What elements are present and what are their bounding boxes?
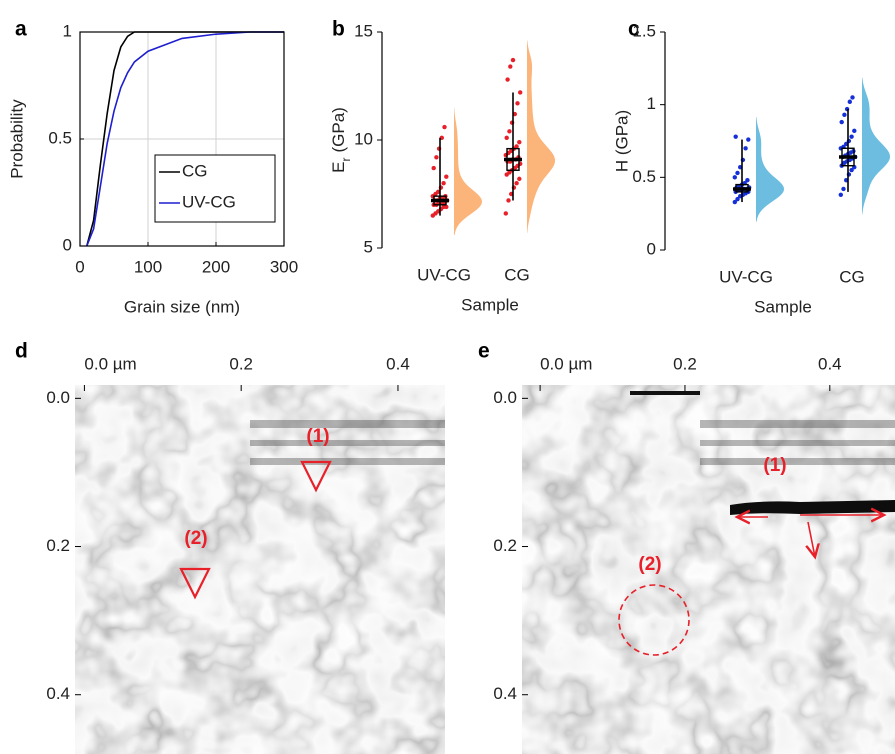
data-point: [514, 181, 519, 186]
y-axis-label-part: (GPa): [329, 107, 348, 152]
data-point: [514, 144, 519, 149]
data-point: [503, 211, 508, 216]
data-point: [838, 192, 843, 197]
panel-label: e: [478, 340, 490, 363]
data-point: [850, 95, 855, 100]
panel-label: a: [15, 18, 27, 41]
data-point: [431, 165, 436, 171]
x-tick-label: UV-CG: [719, 267, 773, 286]
y-tick-label: 0.4: [493, 684, 517, 703]
x-tick-label: 100: [134, 257, 162, 276]
annotation: (2): [184, 528, 207, 549]
y-tick-label: 0.4: [46, 684, 70, 703]
afm-image-d: [75, 385, 445, 754]
y-tick-label: 0.5: [632, 167, 656, 186]
x-axis-label: Sample: [754, 297, 812, 316]
y-axis-label: Er (GPa): [329, 107, 353, 173]
data-point: [732, 175, 737, 180]
x-tick-label: 0.0 µm: [84, 354, 136, 373]
data-point: [504, 135, 509, 141]
panel-label: d: [15, 340, 28, 363]
x-tick-label: 0: [75, 257, 84, 276]
data-point: [746, 137, 751, 142]
data-point: [444, 174, 449, 179]
data-point: [839, 119, 844, 125]
x-tick-label: CG: [839, 267, 865, 286]
legend-label: CG: [182, 161, 208, 180]
y-tick-label: 0.5: [48, 128, 72, 147]
x-tick-label: 0.0 µm: [540, 354, 592, 373]
y-tick-label: 0.2: [493, 536, 517, 555]
x-axis-label: Sample: [461, 295, 519, 314]
data-point: [842, 112, 847, 118]
y-tick-label: 15: [354, 21, 373, 40]
y-tick-label: 0.0: [46, 388, 70, 407]
data-point: [505, 77, 510, 82]
x-tick-label: CG: [504, 265, 530, 284]
data-point: [506, 198, 511, 203]
panel-label: b: [332, 18, 345, 41]
y-axis-label-part: E: [329, 162, 348, 173]
y-axis-label: H (GPa): [612, 110, 631, 172]
x-tick-label: UV-CG: [417, 265, 471, 284]
data-point: [852, 128, 857, 134]
data-point: [507, 129, 512, 134]
data-point: [442, 124, 447, 130]
data-point: [735, 170, 740, 176]
violin: [527, 40, 555, 233]
x-tick-label: 0.2: [673, 354, 697, 373]
violin: [756, 117, 784, 222]
y-tick-label: 0: [63, 235, 72, 254]
y-tick-label: 1: [63, 21, 72, 40]
data-point: [745, 178, 750, 183]
data-point: [841, 186, 846, 192]
legend-box: [154, 154, 276, 223]
x-axis-label: Grain size (nm): [124, 297, 240, 316]
data-point: [847, 99, 852, 104]
y-tick-label: 1: [647, 94, 656, 113]
data-point: [517, 176, 522, 182]
data-point: [434, 155, 439, 160]
x-tick-label: 0.2: [229, 354, 253, 373]
legend-label: UV-CG: [182, 192, 236, 211]
data-point: [508, 64, 513, 69]
annotation: (1): [763, 455, 786, 476]
x-tick-label: 0.4: [818, 354, 842, 373]
x-tick-label: 300: [270, 257, 298, 276]
y-tick-label: 1.5: [632, 21, 656, 40]
annotation: (2): [638, 554, 661, 575]
y-axis-label-part: r: [339, 158, 353, 162]
data-point: [515, 101, 520, 106]
data-point: [517, 139, 522, 145]
data-point: [510, 57, 516, 63]
data-point: [732, 199, 737, 205]
data-point: [849, 134, 854, 139]
data-point: [743, 146, 748, 151]
annotation: (1): [306, 426, 329, 447]
y-tick-label: 5: [364, 237, 373, 256]
data-point: [518, 90, 523, 95]
data-point: [441, 181, 446, 186]
data-point: [444, 204, 449, 210]
y-tick-label: 0: [647, 239, 656, 258]
data-point: [735, 196, 740, 202]
y-tick-label: 0.0: [493, 388, 517, 407]
violin: [454, 107, 482, 236]
y-tick-label: 10: [354, 129, 373, 148]
data-point: [733, 134, 738, 139]
axes-box: [79, 31, 285, 247]
cdf-line: [86, 31, 284, 247]
x-tick-label: 200: [202, 257, 230, 276]
panel-label: c: [628, 18, 640, 41]
data-point: [849, 167, 854, 173]
afm-image-e: [522, 385, 895, 754]
y-tick-label: 0.2: [46, 536, 70, 555]
x-tick-label: 0.4: [386, 354, 410, 373]
violin: [862, 77, 890, 215]
y-axis-label: Probability: [7, 99, 26, 179]
